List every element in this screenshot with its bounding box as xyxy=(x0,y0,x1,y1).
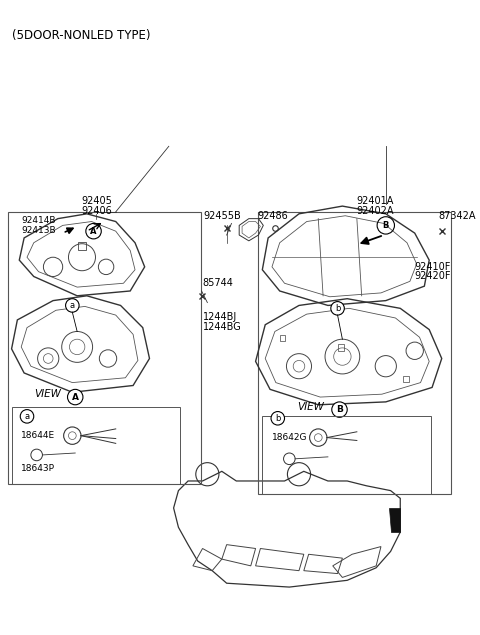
Polygon shape xyxy=(389,508,400,532)
Text: VIEW: VIEW xyxy=(297,401,324,411)
Bar xyxy=(280,335,286,341)
Text: 92401A: 92401A xyxy=(357,196,394,206)
Text: 92405: 92405 xyxy=(81,196,112,206)
Text: 92486: 92486 xyxy=(258,211,288,220)
Text: b: b xyxy=(335,304,340,313)
Text: 92402A: 92402A xyxy=(357,206,395,216)
Text: 92455B: 92455B xyxy=(203,211,240,220)
Circle shape xyxy=(68,389,83,404)
Bar xyxy=(337,344,344,351)
Text: A: A xyxy=(90,227,97,236)
Text: 18642G: 18642G xyxy=(272,434,308,443)
Text: B: B xyxy=(336,405,343,414)
Text: 92420F: 92420F xyxy=(415,271,451,281)
Text: 92413B: 92413B xyxy=(21,226,56,235)
Text: b: b xyxy=(275,414,280,423)
Bar xyxy=(78,242,86,250)
Text: 1244BJ: 1244BJ xyxy=(203,312,237,322)
Text: 85744: 85744 xyxy=(203,278,233,288)
Circle shape xyxy=(332,402,347,417)
Text: 92406: 92406 xyxy=(81,206,112,216)
Text: a: a xyxy=(70,301,75,310)
Text: B: B xyxy=(383,221,389,230)
Text: 18643P: 18643P xyxy=(21,464,55,473)
Text: VIEW: VIEW xyxy=(34,389,60,399)
Text: A: A xyxy=(72,392,79,401)
Text: a: a xyxy=(24,412,30,421)
Bar xyxy=(403,376,409,382)
Circle shape xyxy=(20,410,34,423)
Text: 1244BG: 1244BG xyxy=(203,321,241,331)
Text: 18644E: 18644E xyxy=(21,431,55,439)
Text: 87342A: 87342A xyxy=(439,211,476,220)
Text: 92410F: 92410F xyxy=(415,262,451,272)
Circle shape xyxy=(66,298,79,312)
Text: (5DOOR-NONLED TYPE): (5DOOR-NONLED TYPE) xyxy=(12,29,150,42)
Circle shape xyxy=(271,411,285,425)
Circle shape xyxy=(331,302,344,315)
Text: 92414B: 92414B xyxy=(21,217,56,225)
